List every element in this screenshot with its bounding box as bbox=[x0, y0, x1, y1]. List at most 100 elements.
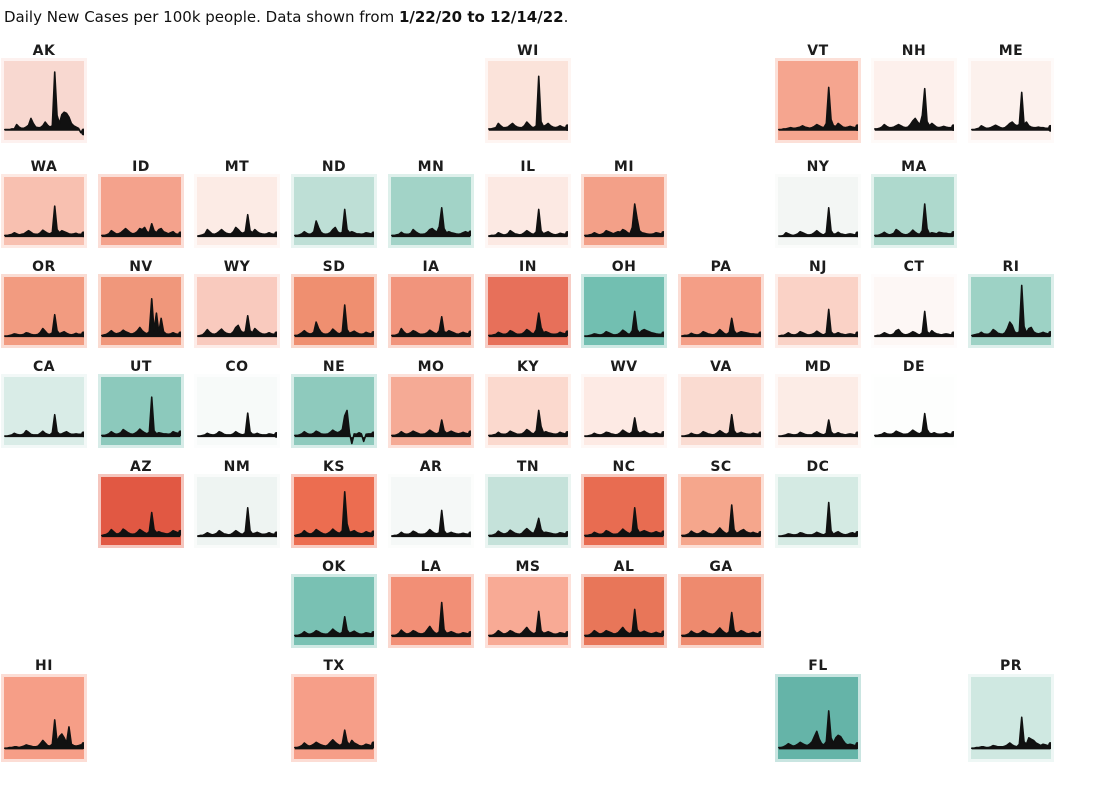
state-cell-KS: KS bbox=[294, 459, 374, 545]
state-tile-TX bbox=[294, 677, 374, 759]
sparkline-NY bbox=[778, 177, 858, 238]
sparkline-line-CO bbox=[198, 413, 276, 436]
sparkline-line-OH bbox=[585, 311, 663, 336]
state-label-NY: NY bbox=[806, 159, 830, 175]
sparkline-line-RI bbox=[972, 285, 1050, 335]
sparkline-VA bbox=[681, 377, 761, 438]
sparkline-PA bbox=[681, 277, 761, 338]
state-tile-PR bbox=[971, 677, 1051, 759]
state-tile-NJ bbox=[778, 277, 858, 345]
sparkline-area-NM bbox=[197, 507, 277, 538]
sparkline-line-WY bbox=[198, 316, 276, 336]
state-tile-MT bbox=[197, 177, 277, 245]
sparkline-line-UT bbox=[102, 397, 180, 435]
state-label-LA: LA bbox=[420, 559, 442, 575]
sparkline-end-dot-HI bbox=[81, 742, 84, 750]
sparkline-end-dot-NC bbox=[661, 530, 664, 537]
sparkline-line-IA bbox=[392, 317, 470, 336]
state-tile-WI bbox=[488, 61, 568, 140]
state-tile-WY bbox=[197, 277, 277, 345]
state-tile-HI bbox=[4, 677, 84, 759]
state-label-GA: GA bbox=[709, 559, 733, 575]
sparkline-line-TX bbox=[295, 730, 373, 747]
sparkline-line-NE bbox=[295, 410, 373, 443]
state-tile-CT bbox=[874, 277, 954, 345]
sparkline-line-OR bbox=[5, 315, 83, 336]
state-cell-SD: SD bbox=[294, 259, 374, 345]
sparkline-line-NH bbox=[875, 89, 953, 129]
sparkline-end-dot-AZ bbox=[178, 529, 181, 536]
state-cell-DC: DC bbox=[778, 459, 858, 545]
state-tile-WV bbox=[584, 377, 664, 445]
sparkline-line-AZ bbox=[102, 513, 180, 536]
sparkline-TN bbox=[488, 477, 568, 538]
state-tile-LA bbox=[391, 577, 471, 645]
state-cell-SC: SC bbox=[681, 459, 761, 545]
state-tile-KS bbox=[294, 477, 374, 545]
sparkline-IN bbox=[488, 277, 568, 338]
state-tile-MS bbox=[488, 577, 568, 645]
sparkline-line-AL bbox=[585, 609, 663, 635]
state-label-WV: WV bbox=[610, 359, 638, 375]
state-label-NC: NC bbox=[612, 459, 636, 475]
sparkline-end-dot-TN bbox=[565, 530, 568, 537]
state-cell-OK: OK bbox=[294, 559, 374, 645]
state-cell-MI: MI bbox=[584, 159, 664, 245]
state-label-RI: RI bbox=[1002, 259, 1020, 275]
sparkline-line-CT bbox=[875, 311, 953, 336]
state-tile-MN bbox=[391, 177, 471, 245]
sparkline-end-dot-GA bbox=[758, 630, 761, 637]
sparkline-end-dot-AL bbox=[661, 630, 664, 637]
state-cell-MA: MA bbox=[874, 159, 954, 245]
sparkline-area-PR bbox=[971, 717, 1051, 750]
state-tile-MO bbox=[391, 377, 471, 445]
state-cell-NM: NM bbox=[197, 459, 277, 545]
sparkline-line-OK bbox=[295, 617, 373, 636]
state-tile-NY bbox=[778, 177, 858, 245]
sparkline-line-MI bbox=[585, 204, 663, 235]
state-label-VA: VA bbox=[710, 359, 732, 375]
state-tile-MA bbox=[874, 177, 954, 245]
state-cell-NY: NY bbox=[778, 159, 858, 245]
sparkline-area-AK bbox=[4, 72, 84, 133]
state-label-IA: IA bbox=[422, 259, 440, 275]
state-tile-AK bbox=[4, 61, 84, 140]
state-tile-ND bbox=[294, 177, 374, 245]
sparkline-line-SD bbox=[295, 305, 373, 335]
state-tile-CA bbox=[4, 377, 84, 445]
title-text: Daily New Cases per 100k people. Data sh… bbox=[4, 8, 399, 26]
state-cell-WI: WI bbox=[488, 43, 568, 140]
sparkline-LA bbox=[391, 577, 471, 638]
sparkline-line-PA bbox=[682, 318, 760, 336]
sparkline-PR bbox=[971, 677, 1051, 750]
state-cell-CA: CA bbox=[4, 359, 84, 445]
sparkline-end-dot-KY bbox=[565, 430, 568, 437]
sparkline-end-dot-WV bbox=[661, 430, 664, 437]
state-tile-WA bbox=[4, 177, 84, 245]
sparkline-area-NH bbox=[874, 88, 954, 131]
sparkline-line-KS bbox=[295, 492, 373, 536]
sparkline-MN bbox=[391, 177, 471, 238]
sparkline-OR bbox=[4, 277, 84, 338]
state-tile-KY bbox=[488, 377, 568, 445]
state-label-OK: OK bbox=[322, 559, 346, 575]
state-label-MS: MS bbox=[515, 559, 541, 575]
sparkline-CA bbox=[4, 377, 84, 438]
sparkline-line-HI bbox=[5, 720, 83, 748]
state-tile-AR bbox=[391, 477, 471, 545]
state-cell-IL: IL bbox=[488, 159, 568, 245]
state-cell-VT: VT bbox=[778, 43, 858, 140]
state-label-KY: KY bbox=[517, 359, 539, 375]
sparkline-line-DE bbox=[875, 414, 953, 436]
state-label-VT: VT bbox=[807, 43, 829, 59]
state-label-IL: IL bbox=[520, 159, 536, 175]
state-label-ME: ME bbox=[998, 43, 1024, 59]
state-tile-UT bbox=[101, 377, 181, 445]
state-cell-CO: CO bbox=[197, 359, 277, 445]
state-label-AK: AK bbox=[32, 43, 56, 59]
state-tile-NE bbox=[294, 377, 374, 445]
state-cell-AL: AL bbox=[584, 559, 664, 645]
sparkline-end-dot-DC bbox=[855, 530, 858, 537]
sparkline-NM bbox=[197, 477, 277, 538]
state-cell-MS: MS bbox=[488, 559, 568, 645]
